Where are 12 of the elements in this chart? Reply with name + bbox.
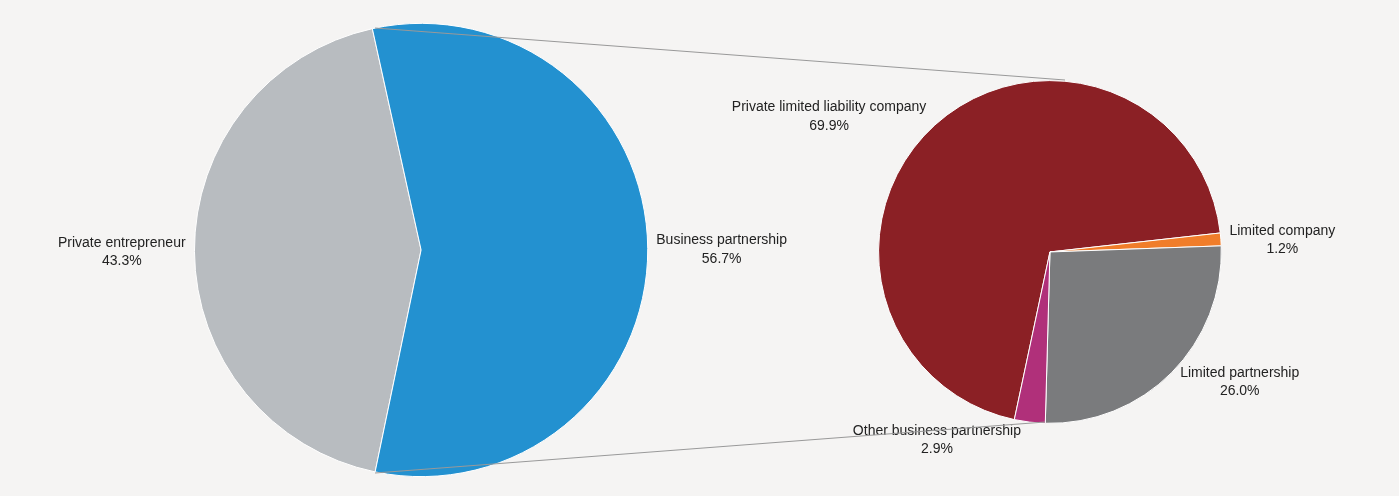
slice-label: Limited company bbox=[1229, 222, 1336, 239]
data-label: 1.2% bbox=[1266, 240, 1299, 257]
slice-label: Limited partnership bbox=[1180, 364, 1300, 381]
slice-label: Business partnership bbox=[656, 231, 788, 248]
data-label: 69.9% bbox=[809, 116, 849, 133]
data-label: 56.7% bbox=[701, 249, 742, 266]
slice-label: Other business partnership bbox=[852, 421, 1022, 438]
data-label: 2.9% bbox=[920, 440, 953, 457]
data-label: 43.3% bbox=[101, 252, 142, 269]
slice-label: Private entrepreneur bbox=[57, 234, 186, 251]
slice-label: Private limited liability company bbox=[731, 98, 927, 115]
data-label: 26.0% bbox=[1219, 382, 1260, 399]
